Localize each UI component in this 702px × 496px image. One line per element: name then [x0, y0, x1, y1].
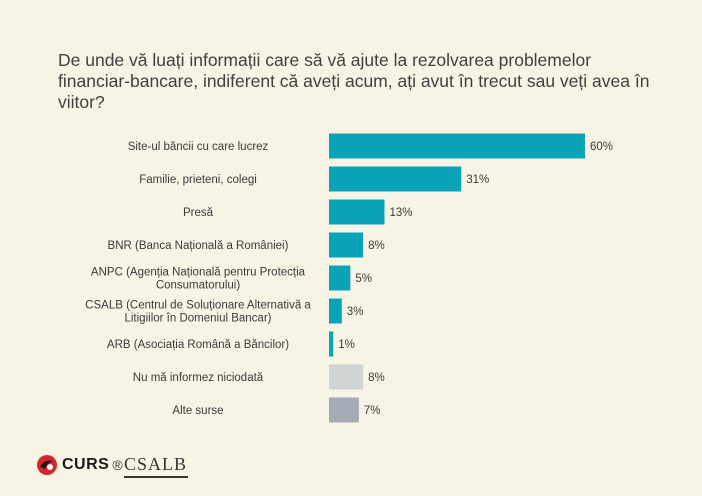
category-label-2: Presă: [183, 207, 214, 219]
bar-3: [329, 232, 364, 258]
value-label-5: 3%: [347, 306, 364, 318]
category-label-0: Site-ul băncii cu care lucrez: [128, 141, 269, 153]
chart-title: De unde vă luați informații care să vă a…: [58, 50, 650, 112]
bar-5: [329, 298, 342, 324]
value-label-6: 1%: [338, 339, 355, 351]
registered-mark: ®: [112, 457, 123, 473]
category-label-8: Alte surse: [172, 405, 223, 417]
csalb-logo-underline: [124, 476, 188, 478]
curs-swirl-icon: [37, 455, 57, 475]
value-label-1: 31%: [466, 174, 489, 186]
csalb-logo: CSALB: [124, 454, 188, 474]
bar-4: [329, 265, 351, 291]
curs-logo-text: CURS: [62, 456, 110, 473]
category-label-7: Nu mă informez niciodată: [133, 372, 264, 384]
bar-2: [329, 199, 385, 225]
bar-0: [329, 133, 585, 159]
category-label-4: ANPC (Agenția Națională pentru Protecția…: [91, 267, 306, 292]
bar-8: [329, 397, 359, 423]
value-label-7: 8%: [368, 372, 385, 384]
category-label-3: BNR (Banca Națională a României): [108, 240, 289, 252]
category-label-1: Familie, prieteni, colegi: [139, 174, 257, 186]
bar-1: [329, 166, 462, 192]
value-label-3: 8%: [368, 240, 385, 252]
value-label-8: 7%: [364, 405, 381, 417]
curs-logo: CURS ®: [36, 454, 123, 476]
value-label-0: 60%: [590, 141, 613, 153]
value-label-2: 13%: [389, 207, 412, 219]
value-label-4: 5%: [355, 273, 372, 285]
footer-logos: CURS ® CSALB: [36, 452, 236, 482]
category-label-5: CSALB (Centrul de Soluționare Alternativ…: [85, 300, 311, 325]
bar-6: [329, 331, 334, 357]
bar-7: [329, 364, 364, 390]
category-label-6: ARB (Asociația Română a Băncilor): [107, 339, 289, 351]
